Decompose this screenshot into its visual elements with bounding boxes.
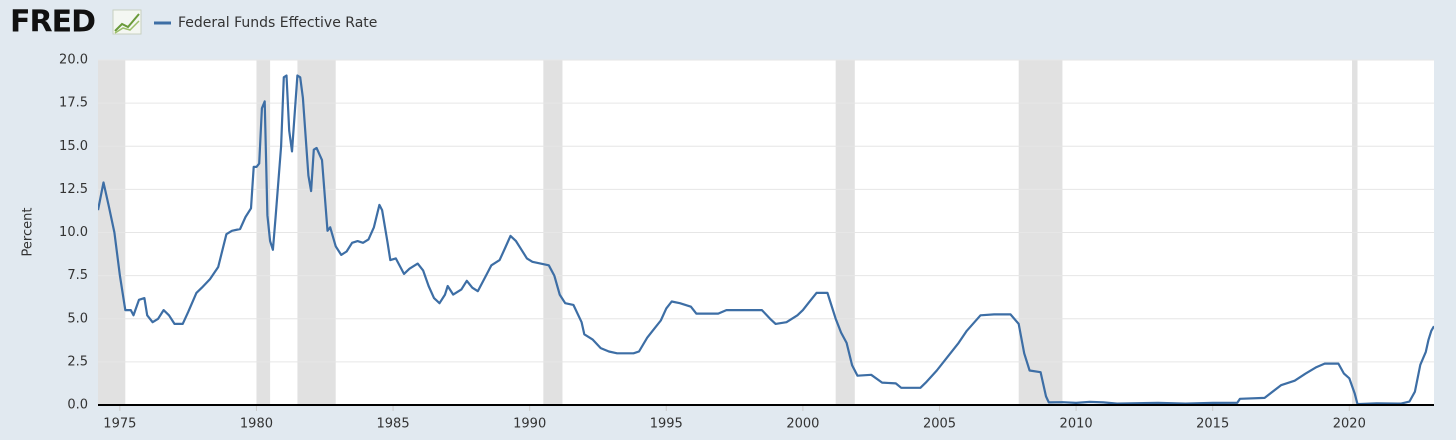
y-tick-label: 20.0 bbox=[59, 53, 88, 68]
x-tick-label: 1990 bbox=[513, 417, 546, 432]
x-tick-label: 1995 bbox=[650, 417, 683, 432]
logo-icon bbox=[112, 9, 142, 35]
series-line bbox=[98, 74, 1434, 405]
y-tick-label: 12.5 bbox=[59, 182, 88, 197]
y-tick-label: 17.5 bbox=[59, 96, 88, 111]
y-axis-label: Percent bbox=[21, 208, 36, 257]
x-tick-label: 1980 bbox=[240, 417, 273, 432]
x-tick-label: 2000 bbox=[786, 417, 819, 432]
y-tick-label: 2.5 bbox=[67, 354, 88, 369]
y-tick-label: 5.0 bbox=[67, 311, 88, 326]
x-tick-label: 2015 bbox=[1196, 417, 1229, 432]
x-tick-label: 2005 bbox=[923, 417, 956, 432]
y-tick-label: 7.5 bbox=[67, 268, 88, 283]
y-tick-label: 0.0 bbox=[67, 398, 88, 413]
logo: FRED bbox=[10, 5, 95, 40]
x-tick-label: 1975 bbox=[103, 417, 136, 432]
x-tick-label: 2020 bbox=[1333, 417, 1366, 432]
y-tick-label: 15.0 bbox=[59, 139, 88, 154]
y-tick-label: 10.0 bbox=[59, 225, 88, 240]
legend-label: Federal Funds Effective Rate bbox=[178, 15, 377, 31]
x-tick-label: 2010 bbox=[1060, 417, 1093, 432]
x-tick-label: 1985 bbox=[377, 417, 410, 432]
